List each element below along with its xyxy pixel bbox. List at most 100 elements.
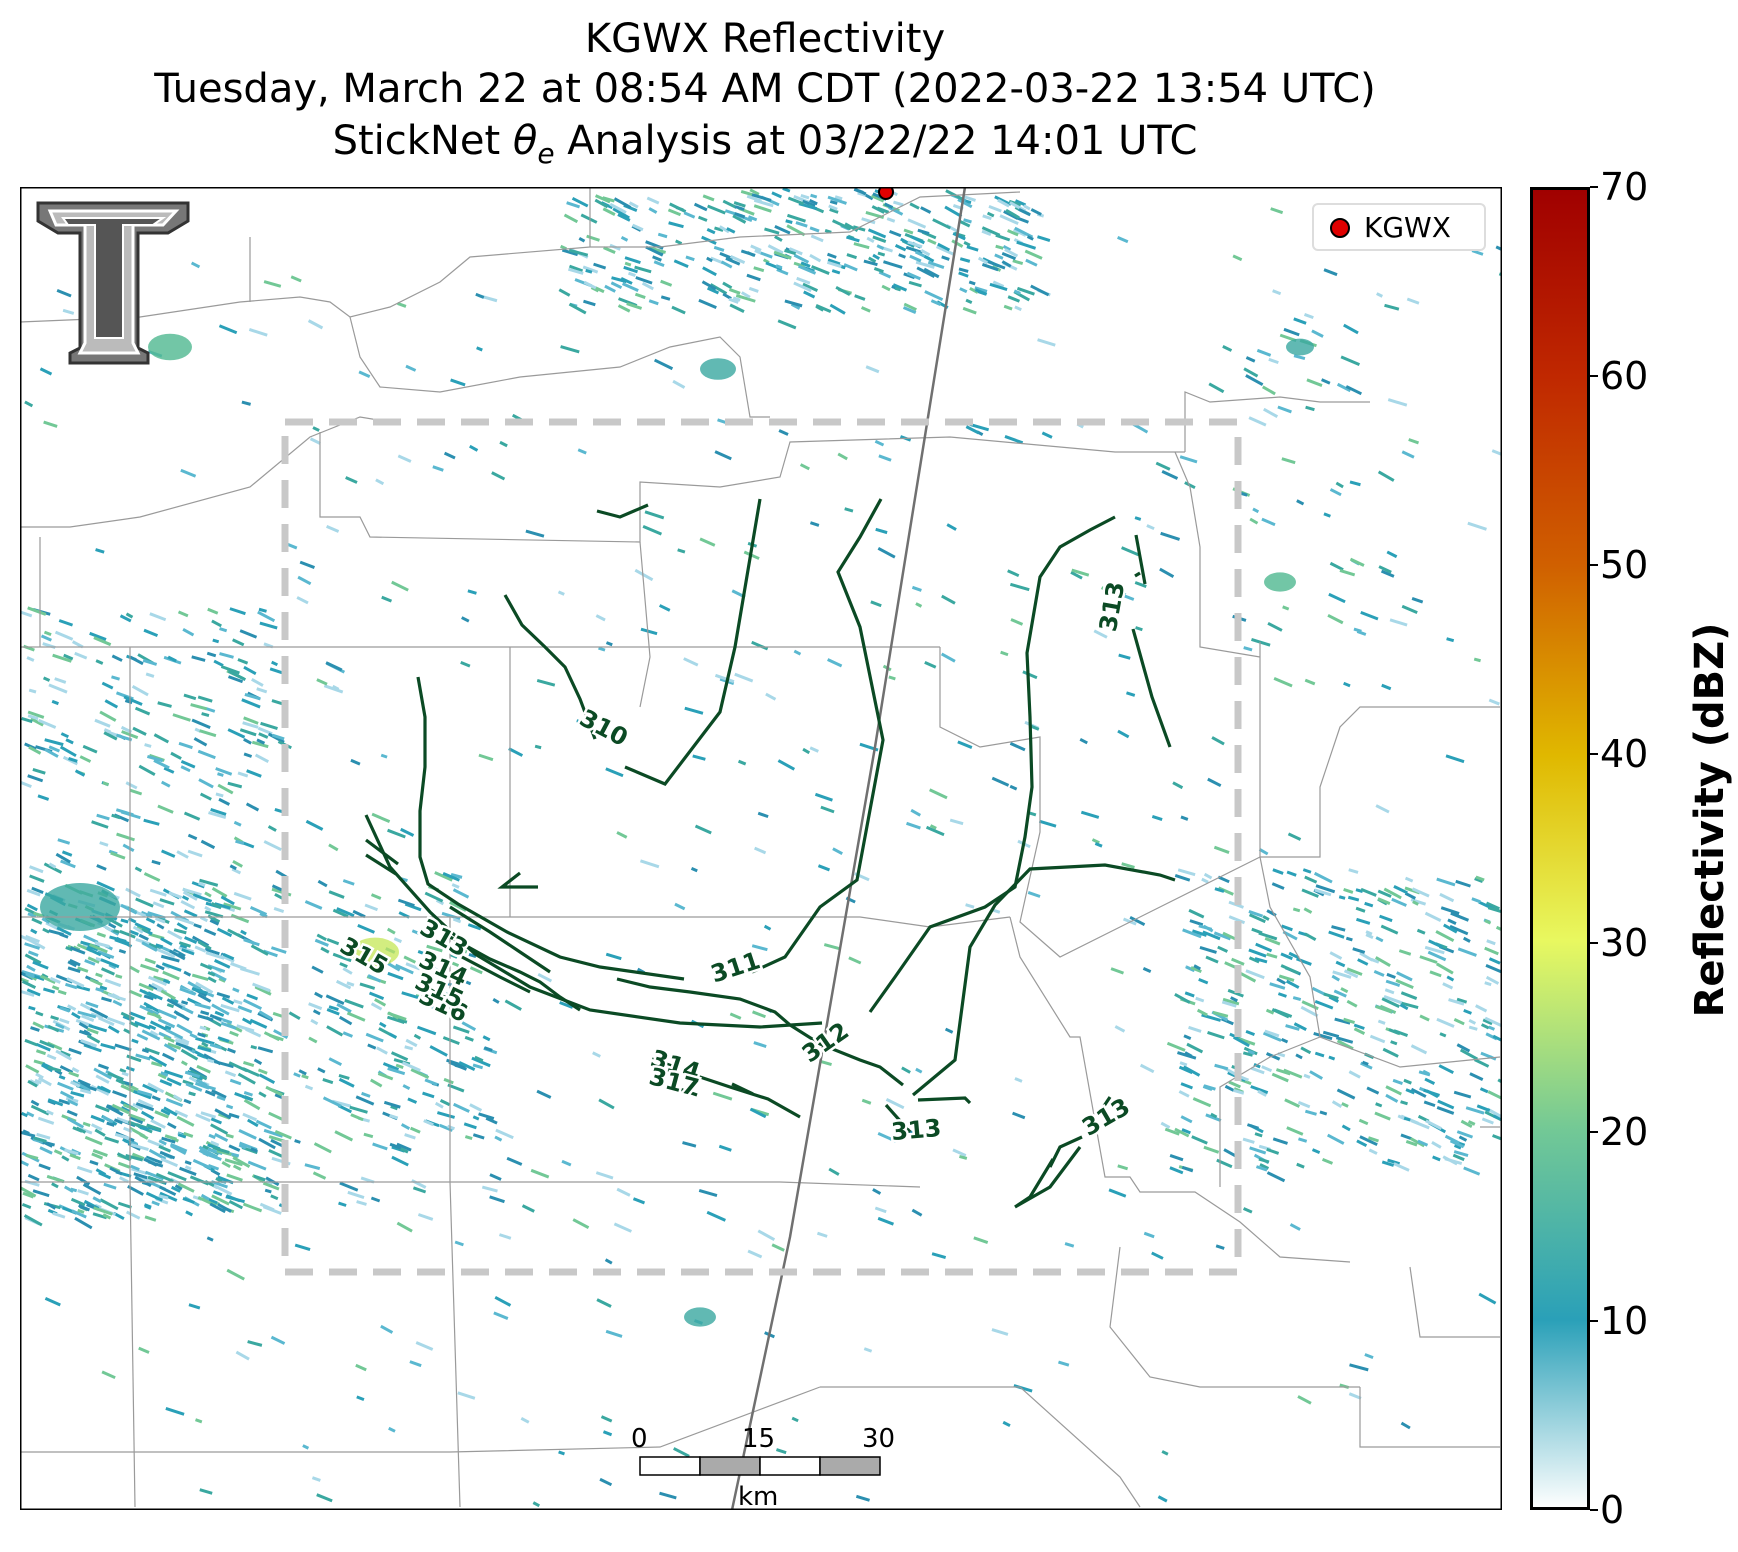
echo-pixel (1452, 1153, 1465, 1162)
echo-pixel (1237, 1037, 1256, 1046)
echo-pixel (706, 227, 716, 235)
echo-pixel (673, 1447, 690, 1458)
echo-pixel (71, 640, 84, 649)
echo-pixel (293, 1072, 301, 1078)
echo-pixel (1183, 1034, 1192, 1041)
echo-pixel (1386, 550, 1398, 559)
echo-pixel (307, 319, 324, 330)
echo-pixel (969, 423, 990, 432)
echo-pixel (74, 651, 88, 660)
echo-pixel (1030, 724, 1040, 731)
echo-pixel (1266, 1147, 1280, 1155)
echo-pixel (1009, 742, 1026, 752)
echo-pixel (1343, 681, 1351, 688)
echo-pixel (394, 963, 414, 975)
echo-pixel (1212, 1010, 1229, 1018)
echo-pixel (188, 1303, 201, 1310)
echo-pixel (1486, 939, 1496, 946)
echo-pixel (139, 1133, 149, 1140)
echo-pixel (1181, 1128, 1191, 1135)
echo-pixel (1182, 1065, 1201, 1077)
echo-pixel (30, 1026, 40, 1032)
echo-pixel (965, 903, 975, 909)
echo-pixel (707, 204, 726, 215)
echo-pixel (1484, 946, 1499, 956)
echo-pixel (60, 732, 69, 739)
echo-pixel (211, 901, 222, 910)
echo-pixel (793, 253, 810, 264)
echo-pixel (200, 1111, 217, 1119)
echo-pixel (65, 946, 73, 952)
echo-pixel (27, 774, 44, 783)
echo-pixel (941, 255, 950, 261)
echo-pixel (469, 1103, 483, 1112)
echo-pixel (940, 652, 956, 663)
echo-pixel (1248, 913, 1266, 924)
echo-pixel (86, 1034, 101, 1044)
echo-pixel (1272, 289, 1282, 296)
echo-pixel (652, 255, 662, 262)
echo-pixel (917, 228, 930, 235)
echo-pixel (1182, 928, 1202, 939)
echo-pixel (235, 1350, 250, 1361)
echo-pixel (152, 901, 165, 909)
echo-pixel (915, 602, 923, 608)
echo-pixel (1134, 581, 1147, 588)
echo-pixel (25, 972, 35, 979)
colorbar-tick-mark (1590, 564, 1598, 566)
echo-pixel (1080, 810, 1100, 819)
echo-pixel (99, 841, 109, 847)
echo-pixel (877, 547, 896, 559)
echo-pixel (911, 585, 922, 592)
echo-pixel (169, 1177, 181, 1185)
echo-pixel (242, 721, 259, 729)
echo-pixel (909, 202, 920, 210)
echo-pixel (1357, 958, 1369, 966)
echo-pixel (32, 1189, 50, 1198)
echo-pixel (740, 190, 753, 197)
echo-pixel (1280, 952, 1293, 961)
echo-pixel (328, 843, 339, 852)
echo-pixel (33, 974, 45, 982)
kgwx-radar-site[interactable] (878, 187, 894, 200)
echo-pixel (1345, 385, 1362, 396)
echo-pixel (1009, 582, 1030, 592)
echo-pixel (177, 1133, 187, 1139)
echo-pixel (95, 972, 103, 978)
echo-pixel (67, 960, 77, 968)
echo-pixel (1232, 1088, 1245, 1095)
echo-pixel (1400, 1421, 1411, 1430)
echo-pixel (232, 860, 243, 868)
echo-pixel (263, 840, 282, 852)
echo-pixel (709, 283, 728, 295)
echo-pixel (639, 859, 660, 869)
echo-pixel (958, 267, 969, 273)
echo-pixel (1180, 1115, 1193, 1124)
echo-pixel (177, 610, 189, 618)
echo-pixel (1246, 1123, 1260, 1130)
echo-pixel (241, 698, 261, 709)
echo-pixel (642, 524, 663, 536)
echo-pixel (195, 981, 214, 994)
echo-pixel (1298, 1137, 1308, 1143)
echo-pixel (1348, 1070, 1361, 1079)
echo-pixel (342, 1031, 353, 1038)
echo-pixel (1431, 1141, 1442, 1149)
echo-pixel (1468, 1025, 1478, 1031)
echo-pixel (1038, 819, 1057, 828)
echo-pixel (254, 985, 272, 996)
echo-pixel (774, 235, 783, 242)
echo-pixel (42, 987, 56, 994)
echo-pixel (1288, 951, 1300, 960)
echo-pixel (51, 699, 59, 706)
echo-pixel (1478, 1292, 1497, 1305)
echo-pixel (203, 1053, 222, 1066)
echo-pixel (1385, 979, 1401, 987)
echo-pixel (1455, 879, 1471, 888)
echo-pixel (143, 872, 161, 882)
echo-pixel (1222, 931, 1237, 941)
echo-pixel (1383, 995, 1403, 1005)
echo-pixel (86, 947, 102, 957)
echo-pixel (101, 1115, 114, 1124)
